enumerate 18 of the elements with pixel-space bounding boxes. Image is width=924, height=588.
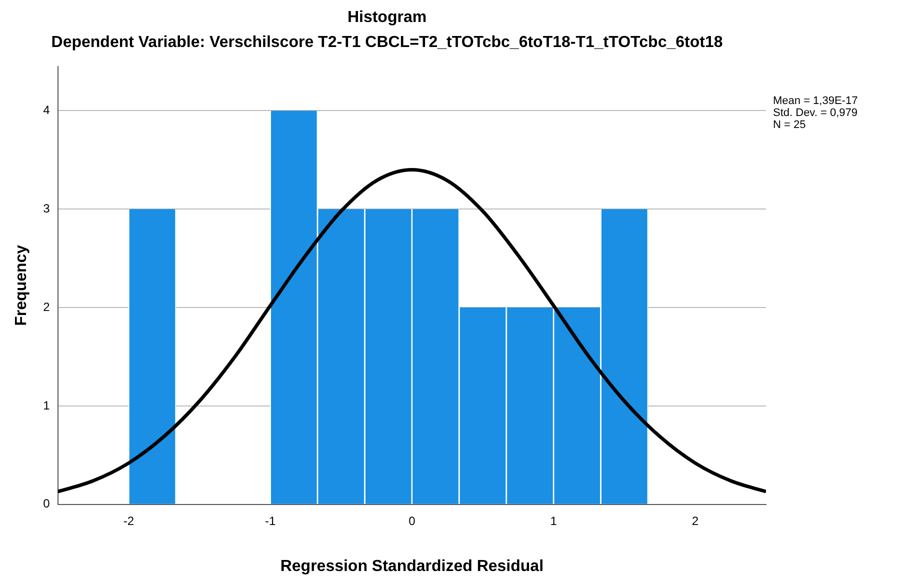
x-axis-title: Regression Standardized Residual: [280, 558, 544, 575]
y-tick-label: 4: [43, 103, 50, 118]
chart-subtitle: Dependent Variable: Verschilscore T2-T1 CBCL=T2_tTOTcbc_6toT18-T1_tTOTcbc_6tot18: [51, 34, 723, 52]
line-series: [58, 168, 766, 494]
x-tick-label: 2: [692, 514, 699, 528]
x-tick-label: 0: [408, 514, 416, 528]
x-tick-label: -1: [264, 514, 276, 528]
y-tick-label: 1: [43, 398, 50, 412]
x-tick-label: 1: [550, 514, 558, 528]
y-tick-label: 0: [43, 496, 50, 511]
chart-title: Histogram: [347, 9, 427, 26]
y-tick-label: 2: [43, 300, 50, 314]
y-tick-label: 3: [43, 201, 50, 216]
y-axis-title: Frequency: [13, 244, 30, 326]
x-tick-label: -2: [123, 514, 134, 528]
text: Std. Dev. = 0,979: [773, 107, 858, 119]
text: N = 25: [773, 119, 807, 131]
text: Mean = 1,39E-17: [773, 95, 858, 107]
